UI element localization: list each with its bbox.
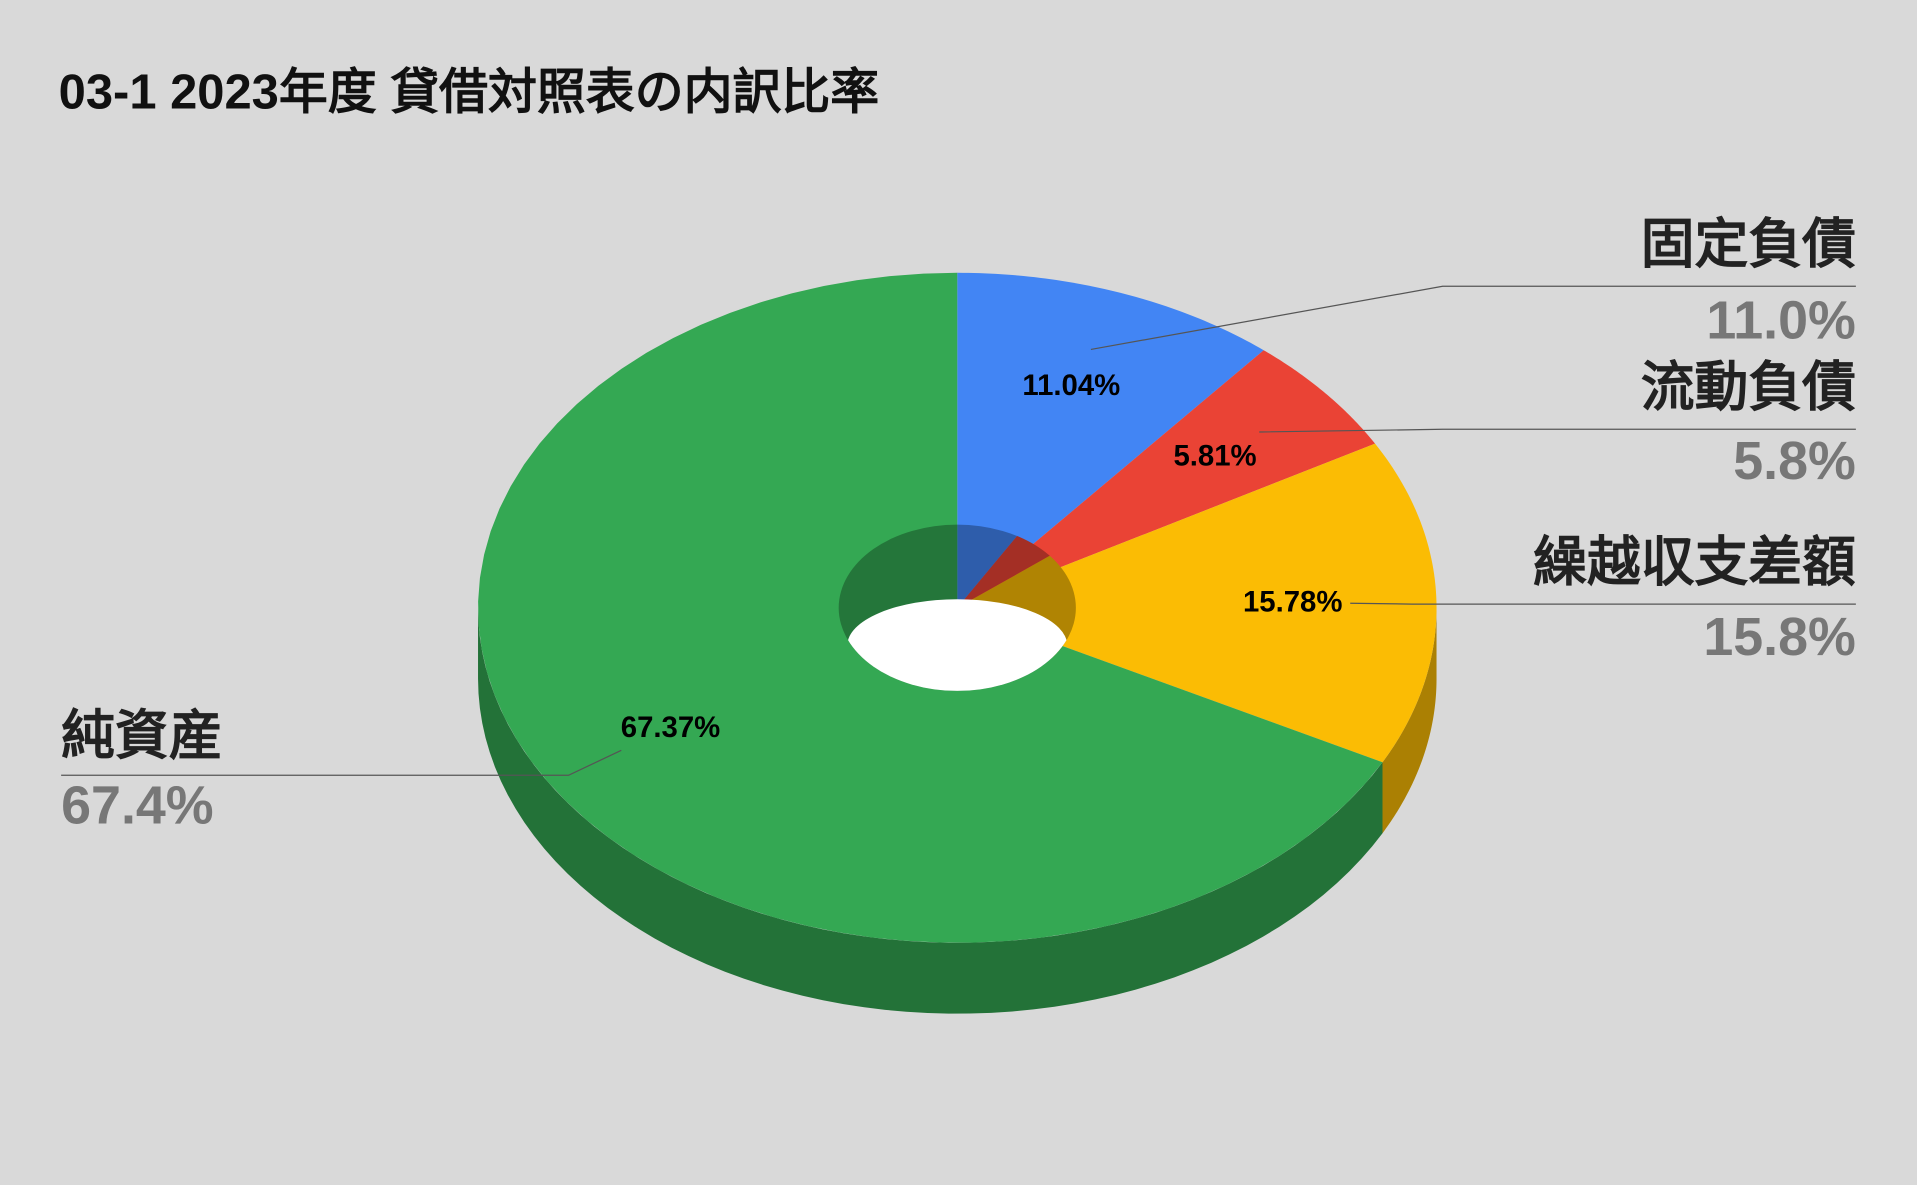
data-label: 5.81% bbox=[1173, 439, 1256, 472]
legend-value: 15.8% bbox=[1703, 607, 1856, 667]
slice bbox=[957, 443, 1437, 763]
legend-label: 流動負債 bbox=[1641, 358, 1856, 418]
chart-title: 03-1 2023年度 貸借対照表の内訳比率 bbox=[59, 65, 879, 119]
slice-side bbox=[478, 607, 1383, 1014]
legend-value: 5.8% bbox=[1733, 431, 1856, 491]
slice bbox=[957, 272, 1264, 608]
legend-value: 67.4% bbox=[61, 776, 214, 836]
leader-line bbox=[1090, 285, 1856, 351]
data-label: 67.37% bbox=[621, 711, 720, 744]
legend-label: 純資産 bbox=[61, 706, 222, 766]
leader-line bbox=[61, 749, 622, 776]
slice bbox=[957, 350, 1376, 608]
data-label: 11.04% bbox=[1022, 369, 1120, 402]
legend-label: 固定負債 bbox=[1641, 215, 1856, 275]
legend-value: 11.0% bbox=[1706, 290, 1856, 350]
hole-opening bbox=[847, 599, 1068, 691]
slice-side bbox=[1382, 607, 1437, 834]
leader-line bbox=[1259, 428, 1856, 433]
leader-line bbox=[1350, 602, 1856, 605]
legend-label: 繰越収支差額 bbox=[1533, 532, 1856, 592]
data-label: 15.78% bbox=[1243, 586, 1342, 619]
